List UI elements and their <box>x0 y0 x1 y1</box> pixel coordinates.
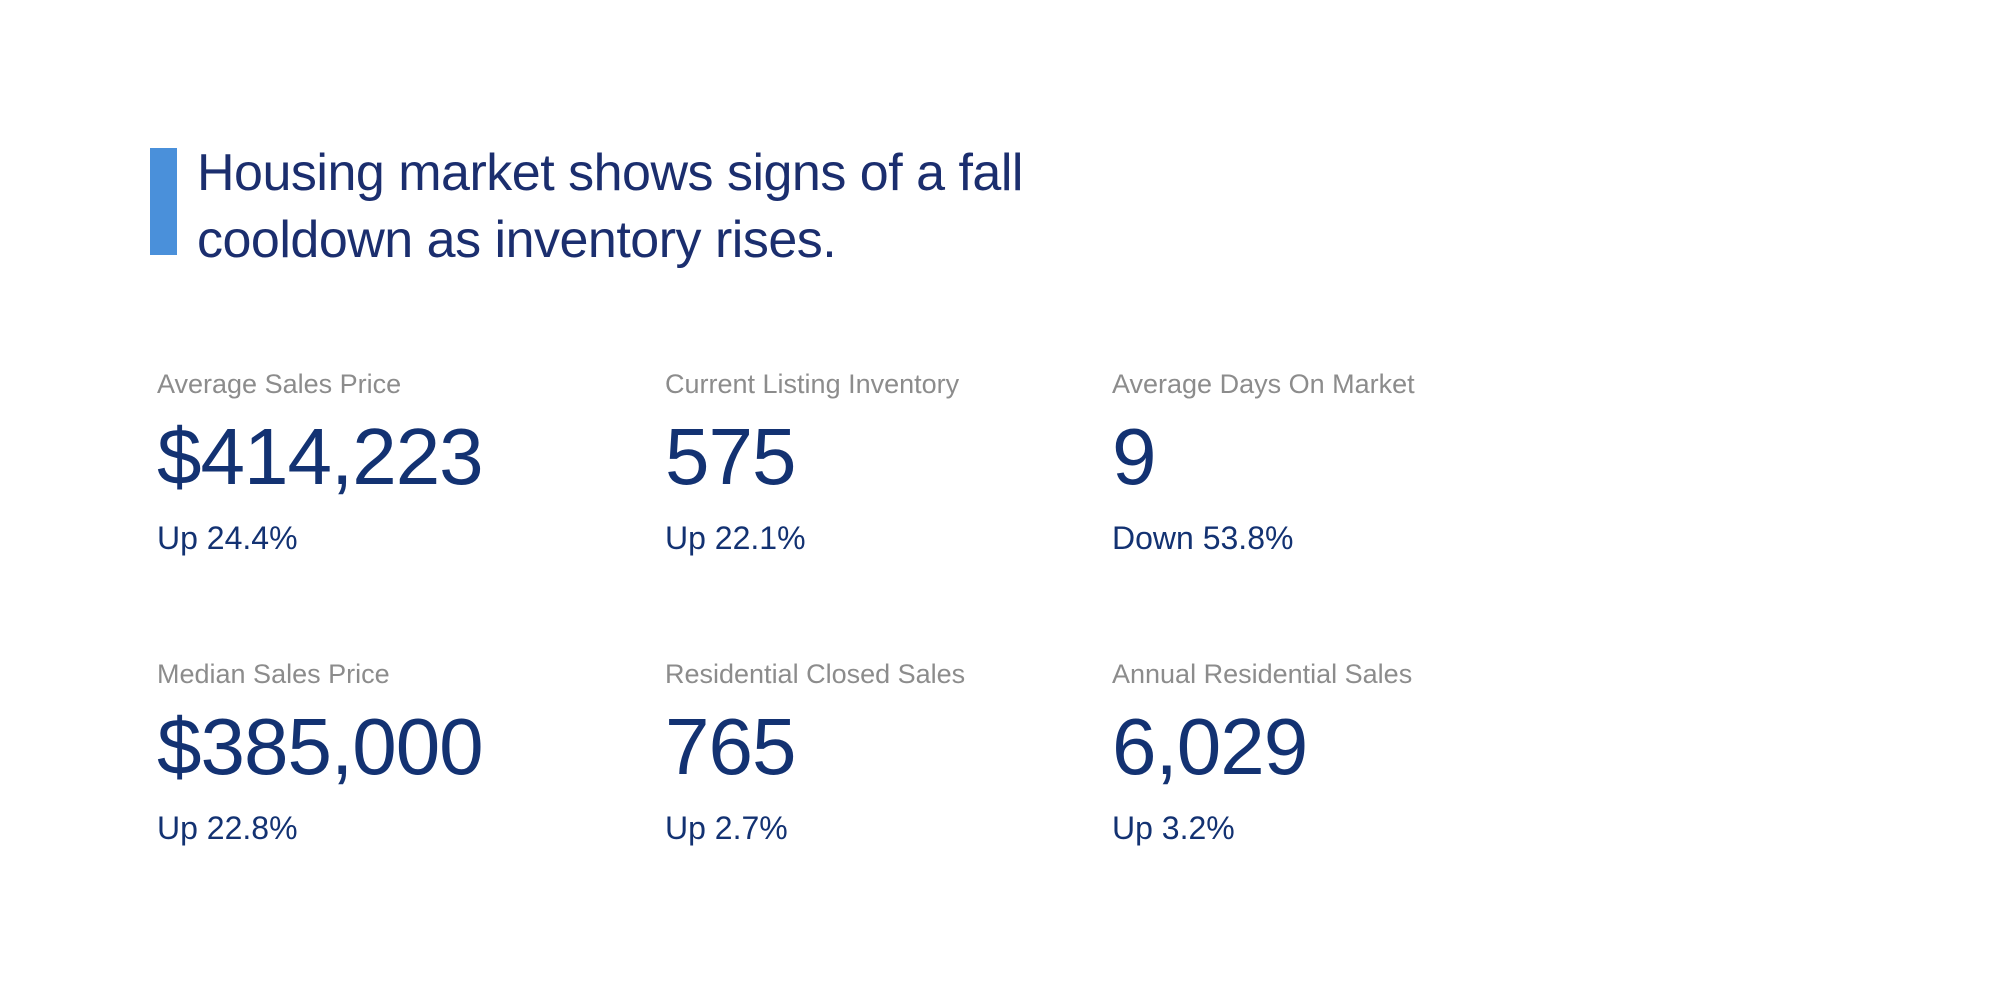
stat-change: Down 53.8% <box>1112 520 1294 556</box>
stat-change: Up 24.4% <box>157 520 298 556</box>
stat-label: Annual Residential Sales <box>1112 659 1413 689</box>
headline-accent-bar <box>150 148 177 255</box>
stat-value: 765 <box>665 702 796 791</box>
stat-label: Average Days On Market <box>1112 369 1415 399</box>
stat-value: 575 <box>665 412 796 501</box>
stat-value: $385,000 <box>157 702 484 791</box>
stat-change: Up 3.2% <box>1112 810 1235 846</box>
stat-change: Up 22.8% <box>157 810 298 846</box>
stat-value: 6,029 <box>1112 702 1308 791</box>
stat-label: Residential Closed Sales <box>665 659 966 689</box>
headline-section: Housing market shows signs of a fall coo… <box>150 140 1157 274</box>
stat-change: Up 22.1% <box>665 520 806 556</box>
stat-label: Average Sales Price <box>157 369 402 399</box>
stat-label: Current Listing Inventory <box>665 369 960 399</box>
stat-card-residential-closed-sales: Residential Closed Sales 765 Up 2.7% <box>665 658 1112 848</box>
stat-card-median-sales-price: Median Sales Price $385,000 Up 22.8% <box>157 658 665 848</box>
stat-card-current-listing-inventory: Current Listing Inventory 575 Up 22.1% <box>665 368 1112 558</box>
stat-label: Median Sales Price <box>157 659 390 689</box>
stat-card-average-days-on-market: Average Days On Market 9 Down 53.8% <box>1112 368 1732 558</box>
page-title: Housing market shows signs of a fall coo… <box>197 144 1023 269</box>
stat-card-annual-residential-sales: Annual Residential Sales 6,029 Up 3.2% <box>1112 658 1732 848</box>
stat-change: Up 2.7% <box>665 810 788 846</box>
stat-value: $414,223 <box>157 412 484 501</box>
stat-card-average-sales-price: Average Sales Price $414,223 Up 24.4% <box>157 368 665 558</box>
stats-grid: Average Sales Price $414,223 Up 24.4% Cu… <box>157 368 1732 848</box>
stat-value: 9 <box>1112 412 1157 501</box>
